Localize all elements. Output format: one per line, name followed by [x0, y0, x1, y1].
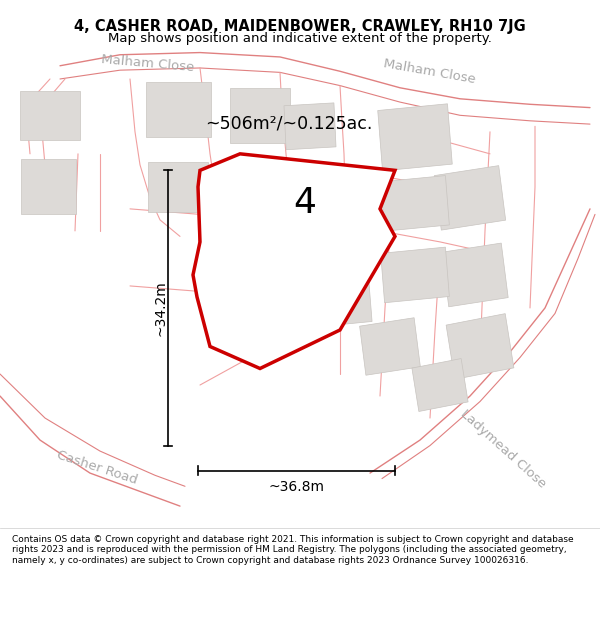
Polygon shape	[284, 103, 336, 150]
Text: Ladymead Close: Ladymead Close	[458, 408, 548, 491]
Text: Map shows position and indicative extent of the property.: Map shows position and indicative extent…	[108, 32, 492, 45]
Polygon shape	[434, 166, 506, 230]
Polygon shape	[308, 267, 372, 328]
Polygon shape	[20, 159, 76, 214]
Polygon shape	[380, 247, 449, 302]
Text: Malham Close: Malham Close	[383, 57, 477, 86]
Text: 4: 4	[293, 186, 317, 221]
Polygon shape	[442, 243, 508, 307]
Polygon shape	[193, 154, 395, 369]
Text: Malham Close: Malham Close	[101, 53, 195, 74]
Text: ~34.2m: ~34.2m	[153, 280, 167, 336]
Polygon shape	[20, 91, 80, 140]
Polygon shape	[380, 176, 449, 231]
Polygon shape	[359, 318, 421, 375]
Polygon shape	[446, 314, 514, 379]
Polygon shape	[146, 82, 211, 138]
Text: Casher Road: Casher Road	[55, 448, 139, 487]
Polygon shape	[230, 88, 290, 143]
Text: 4, CASHER ROAD, MAIDENBOWER, CRAWLEY, RH10 7JG: 4, CASHER ROAD, MAIDENBOWER, CRAWLEY, RH…	[74, 19, 526, 34]
Text: Contains OS data © Crown copyright and database right 2021. This information is : Contains OS data © Crown copyright and d…	[12, 535, 574, 564]
Polygon shape	[412, 359, 468, 411]
Polygon shape	[148, 162, 208, 212]
Polygon shape	[378, 104, 452, 171]
Polygon shape	[218, 236, 335, 352]
Text: ~36.8m: ~36.8m	[269, 481, 325, 494]
Text: ~506m²/~0.125ac.: ~506m²/~0.125ac.	[205, 114, 373, 132]
Polygon shape	[222, 165, 318, 220]
